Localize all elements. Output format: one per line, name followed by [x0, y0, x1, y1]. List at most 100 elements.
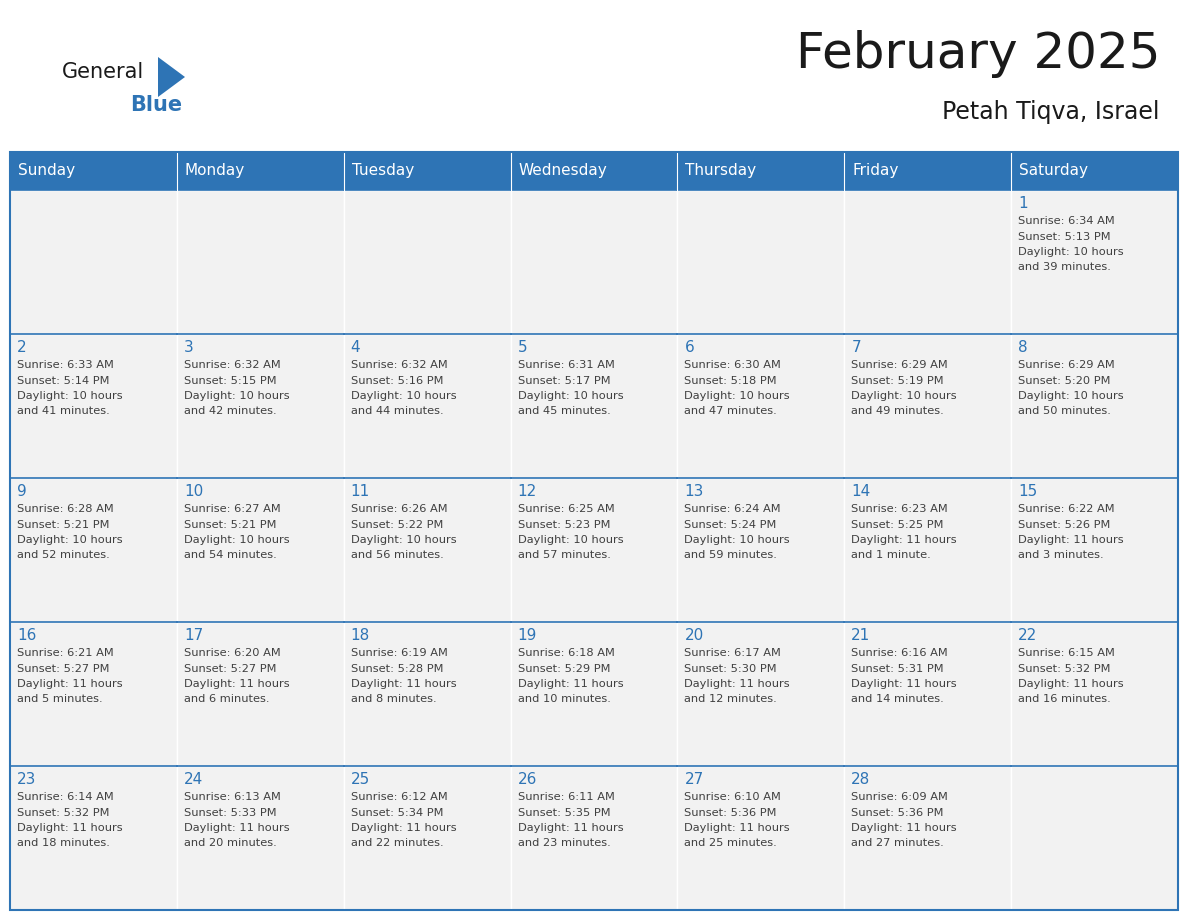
Text: Sunrise: 6:26 AM: Sunrise: 6:26 AM	[350, 504, 448, 514]
Bar	[343, 622, 511, 766]
Text: Sunset: 5:22 PM: Sunset: 5:22 PM	[350, 520, 443, 530]
Text: Daylight: 10 hours: Daylight: 10 hours	[684, 391, 790, 401]
Bar	[1011, 190, 1178, 334]
Text: Daylight: 11 hours: Daylight: 11 hours	[17, 823, 122, 833]
Text: Daylight: 10 hours: Daylight: 10 hours	[350, 535, 456, 545]
Text: Sunrise: 6:21 AM: Sunrise: 6:21 AM	[17, 648, 114, 658]
Bar	[677, 766, 845, 910]
Text: Sunrise: 6:18 AM: Sunrise: 6:18 AM	[518, 648, 614, 658]
Text: Sunrise: 6:09 AM: Sunrise: 6:09 AM	[852, 792, 948, 802]
Text: Daylight: 10 hours: Daylight: 10 hours	[1018, 247, 1124, 257]
Text: 9: 9	[17, 484, 27, 499]
Text: and 18 minutes.: and 18 minutes.	[17, 838, 109, 848]
Text: Daylight: 11 hours: Daylight: 11 hours	[518, 679, 624, 689]
Text: and 42 minutes.: and 42 minutes.	[184, 407, 277, 417]
Text: Daylight: 10 hours: Daylight: 10 hours	[350, 391, 456, 401]
Text: 27: 27	[684, 772, 703, 787]
Text: and 6 minutes.: and 6 minutes.	[184, 695, 270, 704]
Text: Sunset: 5:18 PM: Sunset: 5:18 PM	[684, 375, 777, 386]
Text: 1: 1	[1018, 196, 1028, 211]
Text: Thursday: Thursday	[685, 163, 757, 178]
Text: Sunset: 5:28 PM: Sunset: 5:28 PM	[350, 664, 443, 674]
Bar	[845, 190, 1011, 334]
Bar	[511, 766, 677, 910]
Text: Sunset: 5:27 PM: Sunset: 5:27 PM	[17, 664, 109, 674]
Text: Sunset: 5:36 PM: Sunset: 5:36 PM	[684, 808, 777, 818]
Text: and 3 minutes.: and 3 minutes.	[1018, 551, 1104, 561]
Text: Sunset: 5:25 PM: Sunset: 5:25 PM	[852, 520, 943, 530]
Text: Sunset: 5:15 PM: Sunset: 5:15 PM	[184, 375, 277, 386]
Bar	[177, 478, 343, 622]
Text: Sunrise: 6:13 AM: Sunrise: 6:13 AM	[184, 792, 280, 802]
Bar	[511, 478, 677, 622]
Text: Sunrise: 6:33 AM: Sunrise: 6:33 AM	[17, 360, 114, 370]
Text: 4: 4	[350, 340, 360, 355]
Text: Daylight: 11 hours: Daylight: 11 hours	[1018, 535, 1124, 545]
Bar	[1011, 334, 1178, 478]
Text: and 5 minutes.: and 5 minutes.	[17, 695, 102, 704]
Bar	[343, 766, 511, 910]
Text: Daylight: 11 hours: Daylight: 11 hours	[518, 823, 624, 833]
Text: Sunrise: 6:29 AM: Sunrise: 6:29 AM	[1018, 360, 1114, 370]
Text: Sunrise: 6:34 AM: Sunrise: 6:34 AM	[1018, 216, 1114, 226]
Text: 7: 7	[852, 340, 861, 355]
Text: Sunrise: 6:14 AM: Sunrise: 6:14 AM	[17, 792, 114, 802]
Text: Daylight: 11 hours: Daylight: 11 hours	[350, 823, 456, 833]
Text: 8: 8	[1018, 340, 1028, 355]
Text: and 8 minutes.: and 8 minutes.	[350, 695, 436, 704]
Text: Sunrise: 6:30 AM: Sunrise: 6:30 AM	[684, 360, 782, 370]
Text: Sunday: Sunday	[18, 163, 75, 178]
Text: Daylight: 10 hours: Daylight: 10 hours	[1018, 391, 1124, 401]
Text: and 44 minutes.: and 44 minutes.	[350, 407, 443, 417]
Text: Sunrise: 6:22 AM: Sunrise: 6:22 AM	[1018, 504, 1114, 514]
Text: and 1 minute.: and 1 minute.	[852, 551, 931, 561]
Text: Wednesday: Wednesday	[519, 163, 607, 178]
Text: Daylight: 11 hours: Daylight: 11 hours	[684, 823, 790, 833]
Text: 28: 28	[852, 772, 871, 787]
Text: Daylight: 11 hours: Daylight: 11 hours	[684, 679, 790, 689]
Text: Sunset: 5:32 PM: Sunset: 5:32 PM	[1018, 664, 1111, 674]
Bar	[1011, 478, 1178, 622]
Text: and 47 minutes.: and 47 minutes.	[684, 407, 777, 417]
Text: and 16 minutes.: and 16 minutes.	[1018, 695, 1111, 704]
Text: Sunset: 5:21 PM: Sunset: 5:21 PM	[184, 520, 277, 530]
Text: Sunset: 5:24 PM: Sunset: 5:24 PM	[684, 520, 777, 530]
Bar	[511, 334, 677, 478]
Bar	[845, 152, 1011, 190]
Text: Sunrise: 6:28 AM: Sunrise: 6:28 AM	[17, 504, 114, 514]
Text: and 39 minutes.: and 39 minutes.	[1018, 263, 1111, 273]
Bar	[177, 334, 343, 478]
Bar	[1011, 766, 1178, 910]
Text: Daylight: 11 hours: Daylight: 11 hours	[17, 679, 122, 689]
Bar	[845, 478, 1011, 622]
Text: Daylight: 10 hours: Daylight: 10 hours	[852, 391, 956, 401]
Text: Sunrise: 6:27 AM: Sunrise: 6:27 AM	[184, 504, 280, 514]
Text: Daylight: 11 hours: Daylight: 11 hours	[852, 679, 956, 689]
Text: 20: 20	[684, 628, 703, 643]
Bar	[10, 622, 177, 766]
Text: Daylight: 11 hours: Daylight: 11 hours	[184, 823, 290, 833]
Bar	[343, 152, 511, 190]
Text: Daylight: 10 hours: Daylight: 10 hours	[518, 535, 624, 545]
Bar	[343, 190, 511, 334]
Text: Tuesday: Tuesday	[352, 163, 413, 178]
Polygon shape	[158, 57, 185, 97]
Text: Sunset: 5:33 PM: Sunset: 5:33 PM	[184, 808, 277, 818]
Text: 12: 12	[518, 484, 537, 499]
Text: Sunrise: 6:19 AM: Sunrise: 6:19 AM	[350, 648, 448, 658]
Text: and 56 minutes.: and 56 minutes.	[350, 551, 443, 561]
Text: Sunset: 5:20 PM: Sunset: 5:20 PM	[1018, 375, 1111, 386]
Text: Daylight: 10 hours: Daylight: 10 hours	[17, 391, 122, 401]
Text: Sunrise: 6:16 AM: Sunrise: 6:16 AM	[852, 648, 948, 658]
Text: Sunset: 5:35 PM: Sunset: 5:35 PM	[518, 808, 611, 818]
Bar	[10, 334, 177, 478]
Text: 2: 2	[17, 340, 26, 355]
Text: and 59 minutes.: and 59 minutes.	[684, 551, 777, 561]
Text: Sunset: 5:29 PM: Sunset: 5:29 PM	[518, 664, 611, 674]
Text: Sunset: 5:19 PM: Sunset: 5:19 PM	[852, 375, 944, 386]
Text: Daylight: 10 hours: Daylight: 10 hours	[684, 535, 790, 545]
Text: 24: 24	[184, 772, 203, 787]
Bar	[677, 334, 845, 478]
Text: Sunset: 5:13 PM: Sunset: 5:13 PM	[1018, 231, 1111, 241]
Bar	[343, 478, 511, 622]
